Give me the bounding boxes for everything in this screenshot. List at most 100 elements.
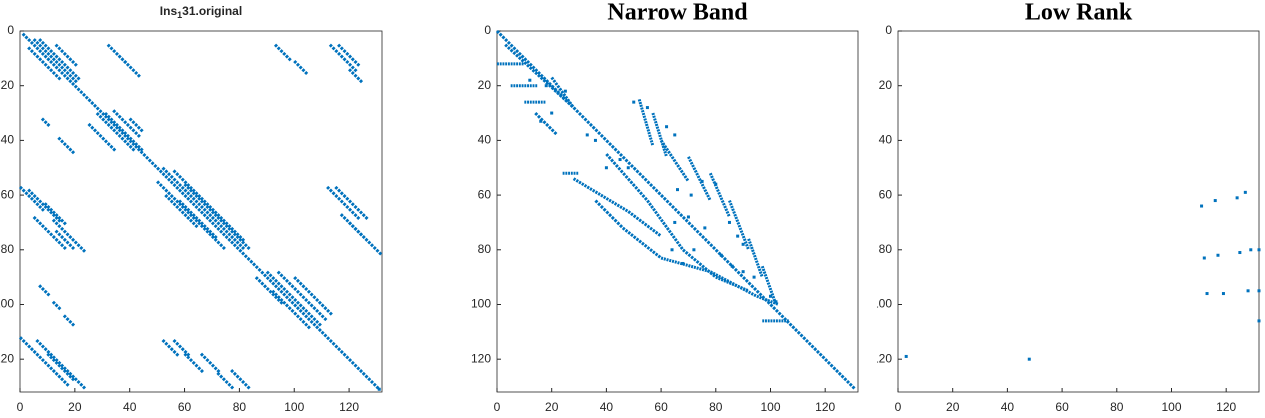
nonzero-run [760, 265, 778, 305]
nonzero-run [273, 43, 293, 63]
x-tick-label: 60 [654, 400, 668, 414]
y-tick-label: 0 [484, 23, 491, 37]
x-tick-label: 120 [339, 400, 359, 414]
x-tick-label: 80 [1110, 400, 1124, 414]
nonzero-run [293, 276, 334, 317]
nonzero-point [681, 261, 685, 265]
nonzero-point [1027, 357, 1031, 361]
nonzero-point [714, 182, 718, 186]
nonzero-run [605, 153, 649, 202]
nonzero-point [692, 248, 696, 252]
nonzero-run [54, 229, 76, 251]
y-tick-label: 20 [879, 78, 893, 92]
nonzero-point [703, 226, 707, 230]
nonzero-run [334, 185, 370, 221]
nonzero-run [128, 117, 145, 134]
nonzero-point [1243, 190, 1247, 194]
nonzero-run [32, 38, 79, 85]
plot-area [897, 30, 1260, 393]
nonzero-run [38, 284, 52, 298]
nonzero-run [265, 270, 323, 328]
nonzero-run [337, 43, 362, 68]
y-tick-label: 100 [0, 297, 14, 311]
nonzero-point [673, 133, 677, 137]
nonzero-run [348, 221, 384, 257]
nonzero-run [651, 112, 668, 158]
nonzero-run [27, 46, 63, 82]
x-tick-label: 40 [123, 400, 137, 414]
nonzero-point [377, 387, 381, 391]
x-tick-label: 0 [895, 400, 902, 414]
title-part: 31.original [182, 4, 242, 18]
y-tick-label: 0 [7, 23, 14, 37]
nonzero-run [216, 371, 235, 391]
nonzero-point [727, 220, 731, 224]
nonzero-run [178, 199, 219, 240]
nonzero-run [621, 226, 663, 260]
y-tick-label: 80 [478, 242, 492, 256]
y-tick-label: 120 [471, 351, 491, 365]
nonzero-point [632, 100, 636, 104]
nonzero-run [504, 43, 575, 109]
nonzero-point [689, 193, 693, 197]
chart-title: Narrow Band [607, 0, 748, 26]
x-tick-label: 60 [178, 400, 192, 414]
nonzero-run [51, 218, 87, 254]
nonzero-point [1257, 248, 1261, 252]
nonzero-point [673, 220, 677, 224]
x-tick-label: 120 [815, 400, 835, 414]
panel: Low Rank 0 20 40 60 80 100 120 0 20 40 60 80 100 120 [872, 0, 1261, 414]
nonzero-run [87, 122, 118, 153]
nonzero-run [708, 172, 731, 218]
nonzero-run [271, 289, 312, 331]
y-tick-label: 20 [478, 78, 492, 92]
nonzero-run [326, 185, 362, 221]
nonzero-point [1246, 289, 1250, 293]
nonzero-point [1213, 199, 1217, 203]
nonzero-point [686, 215, 690, 219]
nonzero-point [736, 234, 740, 238]
nonzero-run [95, 111, 137, 153]
y-tick-label: 60 [879, 187, 893, 201]
nonzero-point [730, 264, 734, 268]
x-tick-label: 80 [709, 400, 723, 414]
nonzero-run [687, 156, 712, 202]
panel: Ins131.original 0 20 40 60 80 100 120 0 20 40 60 80 1… [0, 4, 384, 414]
nonzero-point [1249, 248, 1253, 252]
nonzero-point [741, 242, 745, 246]
nonzero-run [164, 194, 200, 229]
y-tick-label: 40 [478, 133, 492, 147]
panel: Narrow Band 0 20 40 60 80 100 120 0 20 40 60 80 100 12… [471, 0, 859, 414]
nonzero-run [660, 256, 711, 274]
y-tick-label: 0 [885, 23, 892, 37]
nonzero-run [18, 185, 46, 213]
nonzero-run [43, 202, 68, 227]
nonzero-run [161, 338, 181, 358]
x-tick-label: 20 [545, 400, 559, 414]
nonzero-point [645, 106, 649, 110]
nonzero-point [626, 166, 630, 170]
nonzero-point [1216, 253, 1220, 257]
nonzero-run [682, 248, 717, 279]
x-tick-label: 60 [1055, 400, 1069, 414]
nonzero-run [183, 183, 252, 251]
nonzero-run [715, 275, 750, 293]
nonzero-point [768, 294, 772, 298]
nonzero-run [728, 200, 751, 251]
nonzero-run [646, 199, 685, 251]
nonzero-run [495, 29, 857, 391]
nonzero-point [700, 179, 704, 183]
nonzero-run [276, 270, 329, 322]
nonzero-point [1202, 256, 1206, 260]
y-tick-label: 120 [872, 351, 892, 365]
nonzero-point [1221, 292, 1225, 296]
nonzero-run [103, 111, 145, 153]
nonzero-run [46, 352, 76, 383]
nonzero-run [35, 338, 87, 391]
y-tick-label: 20 [1, 78, 15, 92]
nonzero-point [904, 354, 908, 358]
y-tick-label: 80 [1, 242, 15, 256]
nonzero-run [534, 111, 559, 136]
